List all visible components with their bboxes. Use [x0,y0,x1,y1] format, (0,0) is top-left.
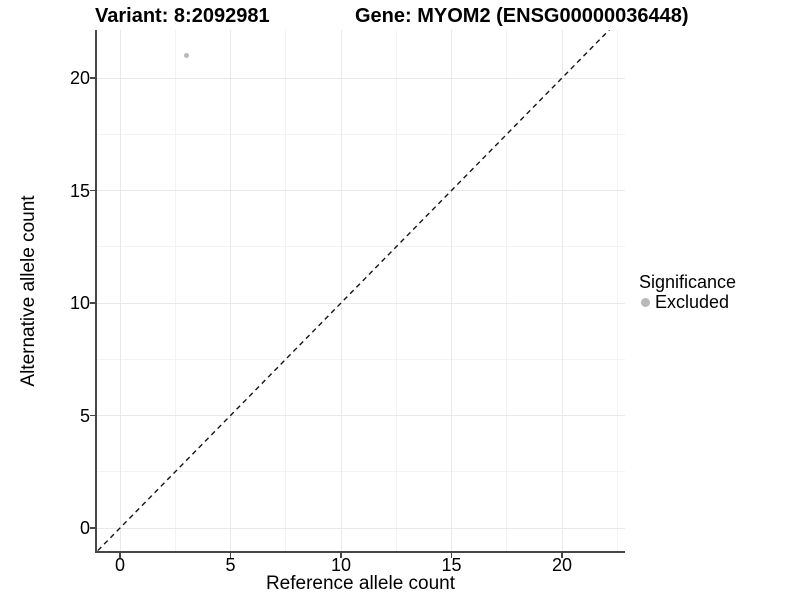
x-tick-label: 5 [225,555,236,575]
gridline-minor-x [616,30,618,553]
y-axis-line [95,30,97,553]
x-tick-mark [119,553,121,558]
x-tick-mark [340,553,342,558]
data-point [183,53,189,58]
gridline-major-x [340,30,342,553]
y-tick-mark [90,302,95,304]
gridline-minor-y [96,358,625,360]
x-tick-label: 15 [441,555,462,575]
x-tick-mark [229,553,232,558]
gridline-minor-x [506,30,508,553]
x-axis-title: Reference allele count [265,573,456,594]
y-tick-label: 15 [69,180,90,201]
gridline-minor-y [96,246,625,248]
gridline-major-y [96,302,625,304]
y-tick-mark [90,189,95,192]
legend-item: Excluded [639,291,736,312]
y-tick-label: 0 [79,518,90,538]
x-tick-mark [561,553,563,558]
gridline-major-x [119,30,121,553]
legend-item-label: Excluded [655,291,730,312]
y-tick-mark [90,414,95,417]
x-tick-label: 10 [330,555,352,575]
y-tick-label: 20 [69,68,90,88]
x-tick-label: 0 [114,555,125,575]
gridline-minor-x [285,30,287,553]
gridline-major-y [96,190,625,191]
legend: Significance Excluded [639,272,737,312]
legend-title: Significance [639,272,737,292]
gridline-minor-y [96,133,625,135]
gridline-major-y [96,415,625,416]
y-tick-mark [90,77,95,79]
gridline-minor-x [395,30,397,553]
gridline-major-y [96,527,625,529]
gridline-major-x [230,30,231,553]
x-tick-mark [450,553,453,558]
gridline-minor-y [96,471,625,473]
identity-line-dashed [96,30,611,553]
legend-key-dot-icon [641,297,650,307]
gridline-major-x [561,30,563,553]
y-tick-mark [90,527,95,529]
legend-items: Excluded [639,291,736,312]
gridline-major-y [96,77,625,79]
x-tick-label: 20 [551,555,573,575]
x-axis-line [95,551,625,553]
plot-title-variant: Variant: 8:2092981 [95,5,270,27]
plot-panel [96,30,625,553]
plot-title-gene: Gene: MYOM2 (ENSG00000036448) [355,5,689,27]
y-tick-label: 10 [69,293,90,313]
gridline-minor-x [174,30,176,553]
gridline-major-x [451,30,452,553]
y-tick-label: 5 [79,405,90,426]
